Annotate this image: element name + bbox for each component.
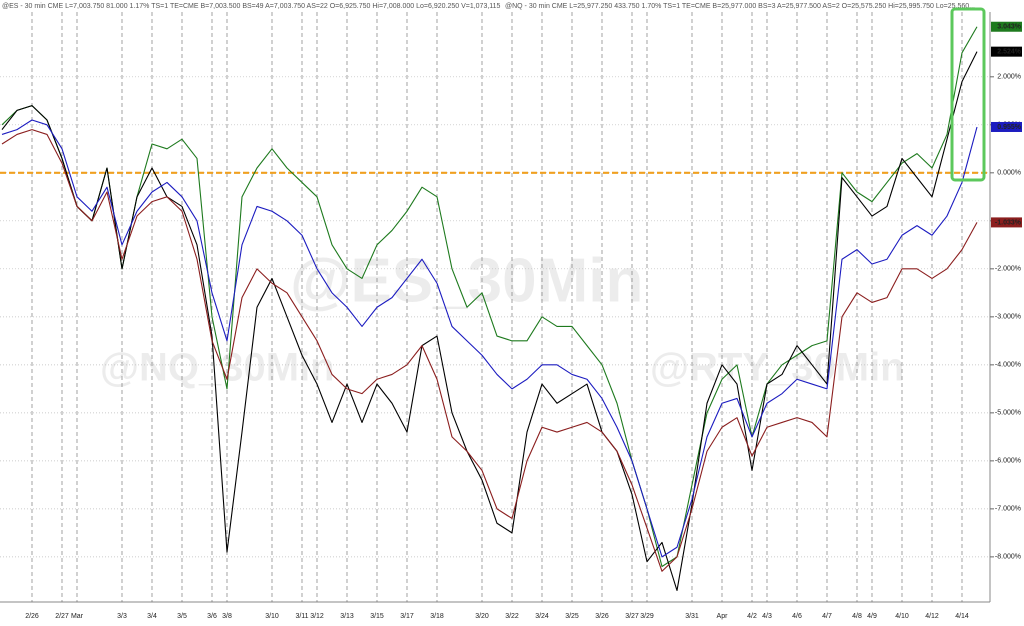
x-tick-label: 4/3 — [762, 613, 772, 620]
series-line — [1, 26, 978, 568]
x-tick-label: 4/2 — [747, 613, 757, 620]
x-tick-label: 3/31 — [685, 613, 699, 620]
x-tick-label: 2/26 — [25, 613, 39, 620]
x-tick-label: 3/5 — [177, 613, 187, 620]
x-tick-label: 3/25 — [565, 613, 579, 620]
series-line — [1, 51, 978, 592]
last-value-label: 3.043% — [997, 24, 1022, 31]
last-value-label: -1.033% — [995, 219, 1022, 226]
series-line — [1, 129, 978, 572]
x-tick-label: Mar — [71, 613, 84, 620]
x-tick-label: 2/27 — [55, 613, 69, 620]
x-tick-label: 3/6 — [207, 613, 217, 620]
x-tick-label: 3/12 — [310, 613, 324, 620]
x-tick-label: 3/3 — [117, 613, 127, 620]
last-value-label: 2.524% — [997, 48, 1022, 55]
header-nq: @NQ - 30 min CME L=25,977.250 433.750 1.… — [505, 3, 975, 10]
y-tick-label: -3.000% — [995, 314, 1021, 321]
x-tick-label: 4/6 — [792, 613, 802, 620]
x-tick-label: 3/13 — [340, 613, 354, 620]
x-tick-label: 3/10 — [265, 613, 279, 620]
x-tick-label: 3/20 — [475, 613, 489, 620]
x-tick-label: 3/8 — [222, 613, 232, 620]
y-tick-label: 2.000% — [997, 74, 1021, 81]
x-tick-label: 4/8 — [852, 613, 862, 620]
x-tick-label: 3/22 — [505, 613, 519, 620]
last-value-label: 0.955% — [997, 124, 1022, 131]
y-tick-label: 0.000% — [997, 170, 1021, 177]
x-tick-label: Apr — [717, 613, 729, 620]
highlight-box — [950, 7, 986, 182]
x-tick-label: 3/17 — [400, 613, 414, 620]
x-tick-label: 4/9 — [867, 613, 877, 620]
y-tick-label: -6.000% — [995, 458, 1021, 465]
watermark: @NQ_30Min — [100, 346, 335, 390]
x-tick-label: 3/18 — [430, 613, 444, 620]
x-tick-label: 3/11 — [295, 613, 308, 620]
x-tick-label: 3/26 — [595, 613, 609, 620]
grid — [0, 12, 994, 603]
labels: 2.000%1.000%0.000%-1.000%-2.000%-3.000%-… — [25, 21, 1022, 620]
x-tick-label: 4/12 — [925, 613, 939, 620]
lines — [1, 26, 978, 592]
last-value-box — [991, 121, 1022, 132]
header-es: @ES - 30 min CME L=7,003.750 81.000 1.17… — [2, 3, 501, 10]
x-tick-label: 4/10 — [895, 613, 909, 620]
x-tick-label: 3/4 — [147, 613, 157, 620]
y-tick-label: -7.000% — [995, 506, 1021, 513]
x-tick-label: 4/14 — [955, 613, 969, 620]
last-value-box — [991, 217, 1022, 228]
y-tick-label: -8.000% — [995, 554, 1021, 561]
y-tick-label: -2.000% — [995, 266, 1021, 273]
watermark: @ES_30Min — [290, 246, 643, 315]
x-tick-label: 3/29 — [640, 613, 654, 620]
last-value-box — [991, 46, 1022, 57]
series-line — [1, 119, 978, 558]
watermark: @RTY_30Min — [650, 346, 905, 390]
y-tick-label: -4.000% — [995, 362, 1021, 369]
x-tick-label: 3/24 — [535, 613, 549, 620]
x-tick-label: 4/7 — [822, 613, 832, 620]
x-tick-label: 3/27 — [625, 613, 639, 620]
x-tick-label: 3/15 — [370, 613, 384, 620]
y-tick-label: -5.000% — [995, 410, 1021, 417]
last-value-box — [991, 21, 1022, 32]
